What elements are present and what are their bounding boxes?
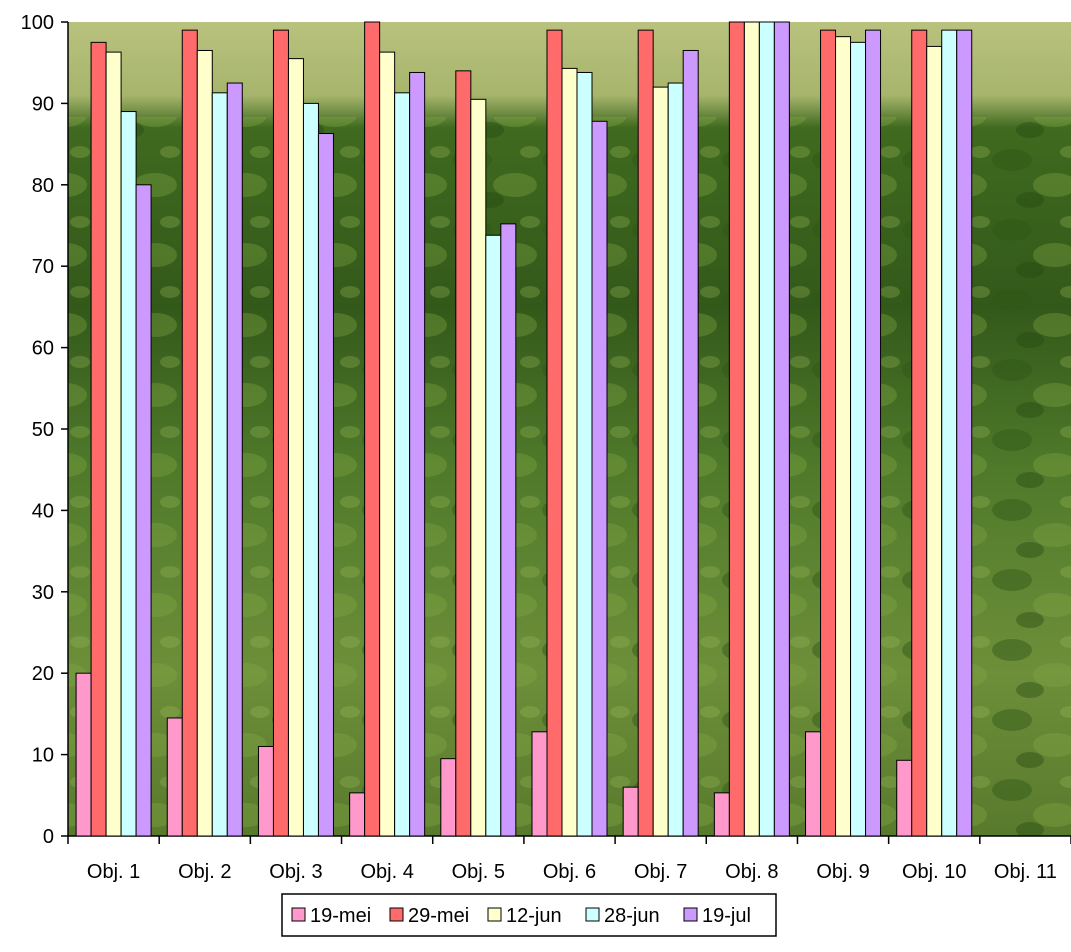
- bar-28-jun-obj-1: [120, 111, 137, 837]
- bar-19-mei-obj-7: [622, 786, 639, 837]
- axes: 0 10 20 30 40 50 60 70 80 90 100 Obj. 1 Obj. 2 Obj. 3…: [21, 12, 1071, 883]
- legend-swatch: [585, 907, 600, 922]
- x-tick-label: Obj. 4: [360, 861, 413, 883]
- x-tick-label: Obj. 5: [452, 861, 505, 883]
- legend-label: 29-mei: [408, 905, 469, 927]
- y-tick-label: 100: [21, 12, 54, 34]
- legend-label: 19-mei: [310, 905, 371, 927]
- y-tick-label: 50: [32, 419, 54, 441]
- x-tick-label: Obj. 2: [178, 861, 231, 883]
- bar-28-jun-obj-8: [758, 21, 775, 837]
- bar-28-jun-obj-9: [850, 41, 867, 837]
- x-tick-label: Obj. 8: [725, 861, 778, 883]
- x-tick-label: Obj. 11: [994, 861, 1057, 883]
- bar-12-jun-obj-4: [379, 51, 396, 837]
- bar-19-mei-obj-4: [349, 792, 366, 837]
- bar-29-mei-obj-2: [181, 29, 198, 837]
- bar-29-mei-obj-5: [455, 70, 472, 837]
- legend: 19-mei 29-mei 12-jun 28-jun 19-jul: [281, 893, 777, 937]
- x-tick-label: Obj. 6: [543, 861, 596, 883]
- bar-19-jul-obj-3: [317, 133, 334, 837]
- y-tick-label: 70: [32, 256, 54, 278]
- bars: [75, 21, 973, 837]
- bar-19-jul-obj-8: [773, 21, 790, 837]
- legend-label: 12-jun: [506, 905, 562, 927]
- x-tick-label: Obj. 1: [87, 861, 140, 883]
- y-tick-label: 60: [32, 338, 54, 360]
- bar-28-jun-obj-4: [394, 92, 411, 837]
- bar-19-jul-obj-2: [226, 82, 243, 837]
- bar-12-jun-obj-8: [743, 21, 760, 837]
- bar-19-mei-obj-8: [713, 792, 730, 837]
- bar-12-jun-obj-5: [470, 98, 487, 837]
- x-tick-label: Obj. 7: [634, 861, 687, 883]
- bar-19-jul-obj-1: [135, 184, 152, 837]
- bar-19-jul-obj-4: [409, 71, 426, 837]
- legend-label: 19-jul: [702, 905, 751, 927]
- bar-29-mei-obj-6: [546, 29, 563, 837]
- bar-19-mei-obj-10: [896, 759, 913, 837]
- bar-12-jun-obj-3: [287, 58, 304, 837]
- bar-19-mei-obj-2: [166, 717, 183, 837]
- legend-label: 28-jun: [604, 905, 660, 927]
- bar-12-jun-obj-6: [561, 67, 578, 837]
- y-tick-label: 10: [32, 745, 54, 767]
- bar-19-mei-obj-6: [531, 731, 548, 837]
- bar-28-jun-obj-7: [667, 82, 684, 837]
- bar-29-mei-obj-10: [911, 29, 928, 837]
- bar-19-jul-obj-7: [682, 49, 699, 837]
- bar-19-jul-obj-5: [500, 223, 517, 837]
- bar-19-jul-obj-9: [865, 29, 882, 837]
- y-tick-label: 80: [32, 175, 54, 197]
- bar-12-jun-obj-7: [652, 86, 669, 837]
- bar-12-jun-obj-2: [196, 49, 213, 837]
- bar-29-mei-obj-7: [637, 29, 654, 837]
- legend-swatch: [389, 907, 404, 922]
- y-tick-label: 90: [32, 93, 54, 115]
- bar-29-mei-obj-1: [90, 41, 107, 837]
- bar-29-mei-obj-9: [820, 29, 837, 837]
- y-tick-label: 0: [43, 826, 54, 848]
- bar-28-jun-obj-3: [302, 102, 319, 837]
- bar-19-jul-obj-6: [591, 120, 608, 837]
- bar-19-mei-obj-3: [257, 745, 274, 837]
- bar-19-mei-obj-9: [805, 731, 822, 837]
- bar-29-mei-obj-4: [364, 21, 381, 837]
- x-tick-label: Obj. 10: [902, 861, 966, 883]
- bar-28-jun-obj-2: [211, 92, 228, 837]
- legend-swatch: [683, 907, 698, 922]
- bar-12-jun-obj-1: [105, 51, 122, 837]
- bar-19-mei-obj-5: [440, 758, 457, 837]
- bar-12-jun-obj-10: [926, 45, 943, 837]
- x-tick-label: Obj. 3: [269, 861, 322, 883]
- legend-swatch: [291, 907, 306, 922]
- bar-28-jun-obj-5: [485, 234, 502, 837]
- bar-29-mei-obj-8: [728, 21, 745, 837]
- y-tick-label: 30: [32, 582, 54, 604]
- bar-19-mei-obj-1: [75, 672, 92, 837]
- bar-12-jun-obj-9: [835, 36, 852, 837]
- legend-swatch: [487, 907, 502, 922]
- bar-28-jun-obj-10: [941, 29, 958, 837]
- y-tick-label: 40: [32, 500, 54, 522]
- bar-29-mei-obj-3: [272, 29, 289, 837]
- y-tick-label: 20: [32, 663, 54, 685]
- bar-28-jun-obj-6: [576, 71, 593, 837]
- x-tick-label: Obj. 9: [816, 861, 869, 883]
- bar-19-jul-obj-10: [956, 29, 973, 837]
